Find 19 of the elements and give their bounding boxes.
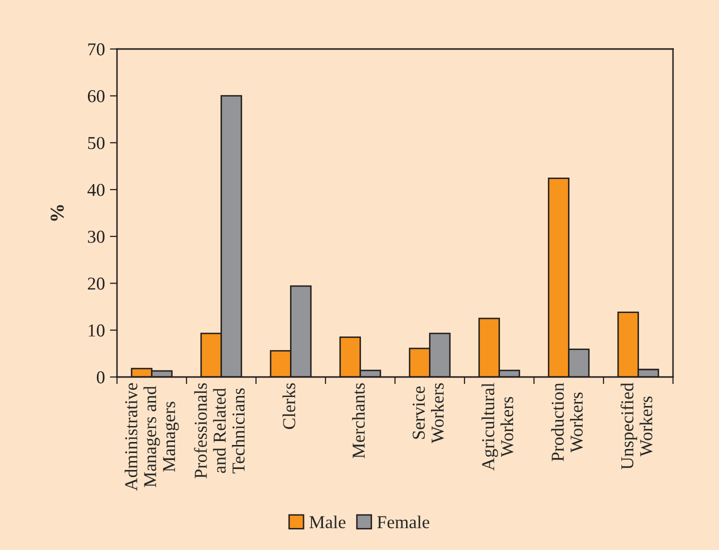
- y-tick-label: 50: [88, 136, 105, 150]
- y-tick-label: 60: [88, 90, 105, 102]
- x-tick-label: Production Workers: [551, 382, 583, 462]
- x-tick-label: Merchants: [352, 383, 365, 458]
- legend-label: Female: [377, 516, 430, 528]
- y-tick-label: 30: [88, 230, 105, 243]
- x-tick-label: Administrative Managers and Managers: [124, 383, 179, 491]
- y-tick-label: 10: [88, 324, 105, 337]
- y-tick-label: 0: [96, 371, 105, 384]
- x-tick-label: Unspecified Workers: [620, 382, 652, 470]
- x-tick-label: Agricultural Workers: [482, 382, 514, 471]
- x-tick-label: Service Workers: [412, 383, 444, 444]
- y-tick-label: 20: [88, 278, 105, 290]
- x-tick-label: Professionals and Related Technicians: [194, 383, 245, 478]
- x-tick-label: Clerks: [282, 383, 296, 429]
- y-tick-label: 40: [87, 184, 105, 196]
- y-axis-title: %: [50, 205, 64, 221]
- y-tick-label: 70: [88, 43, 105, 56]
- legend-label: Male: [309, 516, 346, 528]
